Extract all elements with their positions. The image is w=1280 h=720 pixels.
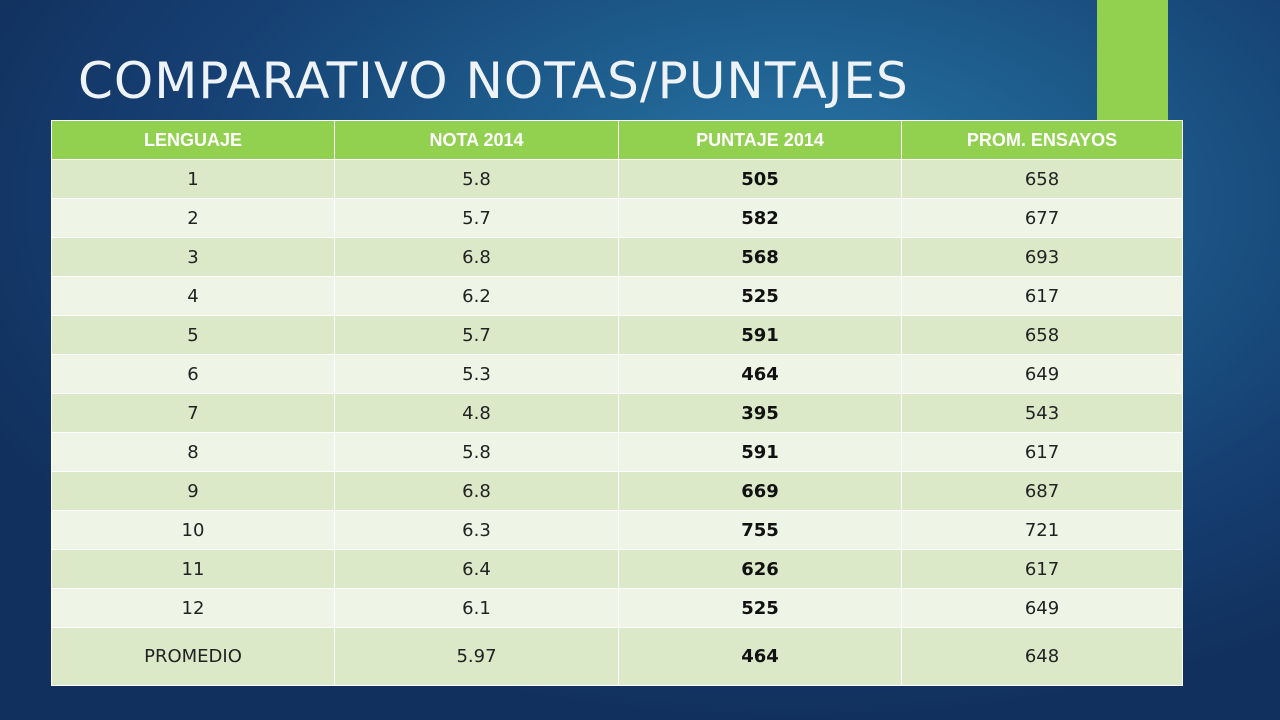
- table-row: 8 5.8 591 617: [51, 432, 1183, 472]
- cell-lenguaje: 1: [51, 159, 335, 199]
- cell-prom-ensayos: 721: [901, 510, 1183, 550]
- cell-lenguaje: 9: [51, 471, 335, 511]
- cell-puntaje-2014: 525: [618, 276, 902, 316]
- table-row: 3 6.8 568 693: [51, 237, 1183, 277]
- cell-prom-ensayos: 677: [901, 198, 1183, 238]
- cell-nota-2014: 5.8: [334, 432, 619, 472]
- accent-bar: [1097, 0, 1168, 120]
- table-row: 6 5.3 464 649: [51, 354, 1183, 394]
- cell-puntaje-2014: 626: [618, 549, 902, 589]
- cell-prom-ensayos: 687: [901, 471, 1183, 511]
- cell-nota-2014: 5.7: [334, 315, 619, 355]
- table-row: 2 5.7 582 677: [51, 198, 1183, 238]
- data-table-container: LENGUAJE NOTA 2014 PUNTAJE 2014 PROM. EN…: [51, 120, 1183, 686]
- cell-nota-2014: 6.1: [334, 588, 619, 628]
- cell-prom-ensayos: 648: [901, 627, 1183, 686]
- cell-nota-2014: 5.7: [334, 198, 619, 238]
- cell-nota-2014: 6.2: [334, 276, 619, 316]
- cell-nota-2014: 6.8: [334, 471, 619, 511]
- cell-nota-2014: 5.3: [334, 354, 619, 394]
- cell-lenguaje: PROMEDIO: [51, 627, 335, 686]
- cell-prom-ensayos: 617: [901, 276, 1183, 316]
- table-row: 11 6.4 626 617: [51, 549, 1183, 589]
- cell-prom-ensayos: 658: [901, 315, 1183, 355]
- cell-nota-2014: 5.8: [334, 159, 619, 199]
- cell-prom-ensayos: 649: [901, 354, 1183, 394]
- cell-prom-ensayos: 543: [901, 393, 1183, 433]
- cell-lenguaje: 5: [51, 315, 335, 355]
- table-row: 4 6.2 525 617: [51, 276, 1183, 316]
- cell-puntaje-2014: 669: [618, 471, 902, 511]
- table-row: 1 5.8 505 658: [51, 159, 1183, 199]
- cell-prom-ensayos: 617: [901, 432, 1183, 472]
- table-row: 7 4.8 395 543: [51, 393, 1183, 433]
- header-prom-ensayos: PROM. ENSAYOS: [901, 120, 1183, 160]
- cell-prom-ensayos: 658: [901, 159, 1183, 199]
- cell-lenguaje: 6: [51, 354, 335, 394]
- scores-table: LENGUAJE NOTA 2014 PUNTAJE 2014 PROM. EN…: [51, 120, 1183, 686]
- slide-title: COMPARATIVO NOTAS/PUNTAJES: [78, 52, 909, 110]
- cell-puntaje-2014: 464: [618, 354, 902, 394]
- cell-lenguaje: 11: [51, 549, 335, 589]
- header-nota-2014: NOTA 2014: [334, 120, 619, 160]
- cell-nota-2014: 6.8: [334, 237, 619, 277]
- cell-puntaje-2014: 591: [618, 315, 902, 355]
- cell-nota-2014: 6.4: [334, 549, 619, 589]
- cell-puntaje-2014: 568: [618, 237, 902, 277]
- cell-lenguaje: 8: [51, 432, 335, 472]
- table-summary-row: PROMEDIO 5.97 464 648: [51, 627, 1183, 686]
- cell-nota-2014: 6.3: [334, 510, 619, 550]
- cell-puntaje-2014: 505: [618, 159, 902, 199]
- table-row: 12 6.1 525 649: [51, 588, 1183, 628]
- cell-lenguaje: 2: [51, 198, 335, 238]
- header-lenguaje: LENGUAJE: [51, 120, 335, 160]
- cell-puntaje-2014: 464: [618, 627, 902, 686]
- table-header-row: LENGUAJE NOTA 2014 PUNTAJE 2014 PROM. EN…: [51, 120, 1183, 160]
- table-row: 10 6.3 755 721: [51, 510, 1183, 550]
- cell-prom-ensayos: 693: [901, 237, 1183, 277]
- cell-lenguaje: 7: [51, 393, 335, 433]
- cell-lenguaje: 12: [51, 588, 335, 628]
- table-row: 9 6.8 669 687: [51, 471, 1183, 511]
- cell-lenguaje: 10: [51, 510, 335, 550]
- cell-lenguaje: 4: [51, 276, 335, 316]
- cell-puntaje-2014: 395: [618, 393, 902, 433]
- cell-prom-ensayos: 617: [901, 549, 1183, 589]
- header-puntaje-2014: PUNTAJE 2014: [618, 120, 902, 160]
- cell-nota-2014: 4.8: [334, 393, 619, 433]
- cell-nota-2014: 5.97: [334, 627, 619, 686]
- cell-prom-ensayos: 649: [901, 588, 1183, 628]
- cell-puntaje-2014: 591: [618, 432, 902, 472]
- cell-puntaje-2014: 582: [618, 198, 902, 238]
- cell-puntaje-2014: 755: [618, 510, 902, 550]
- cell-puntaje-2014: 525: [618, 588, 902, 628]
- table-row: 5 5.7 591 658: [51, 315, 1183, 355]
- table-body: 1 5.8 505 658 2 5.7 582 677 3 6.8 568 693 4 6.2 525 617…: [51, 159, 1183, 686]
- cell-lenguaje: 3: [51, 237, 335, 277]
